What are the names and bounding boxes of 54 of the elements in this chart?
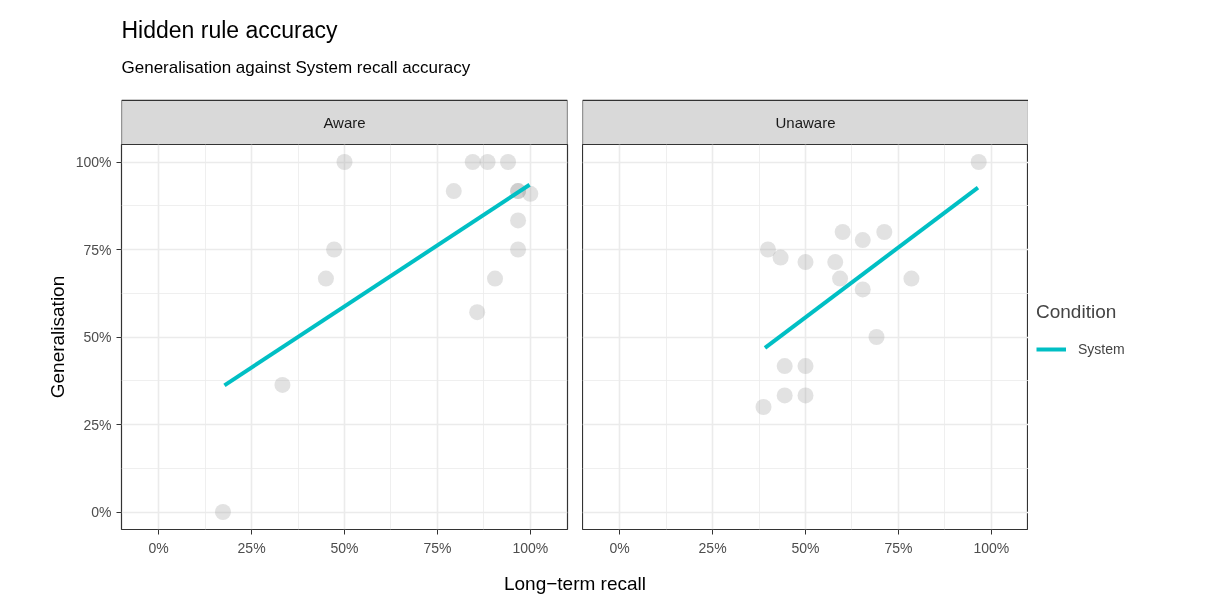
x-tick-label: 25%: [237, 539, 266, 556]
point: [759, 241, 776, 258]
legend-title: Condition: [1036, 300, 1118, 323]
chart-title: Hidden rule accuracy: [121, 16, 339, 43]
x-tick-label: 100%: [512, 539, 549, 556]
point: [797, 254, 814, 271]
x-tick-label: 50%: [330, 539, 359, 556]
point: [772, 249, 789, 266]
y-tick-label: 100%: [75, 154, 112, 170]
point: [827, 254, 844, 271]
point: [797, 358, 814, 375]
point: [510, 212, 527, 229]
x-tick-label: 0%: [609, 539, 630, 556]
point: [326, 241, 343, 258]
point: [903, 270, 920, 287]
x-tick-label: 0%: [148, 539, 169, 556]
point: [776, 387, 793, 404]
x-axis-title: Long−term recall: [503, 573, 647, 594]
point: [755, 399, 772, 415]
point: [868, 329, 885, 345]
point: [214, 504, 231, 520]
point: [336, 154, 353, 170]
point: [797, 387, 814, 404]
x-tick-label: 50%: [791, 539, 820, 556]
point: [876, 224, 893, 240]
point: [274, 376, 291, 393]
point: [479, 154, 496, 170]
point: [469, 304, 486, 321]
x-tick-label: 75%: [884, 539, 913, 556]
point: [854, 281, 871, 298]
y-tick-label: 50%: [83, 329, 112, 345]
x-tick-label: 25%: [698, 539, 727, 556]
text: Aware: [323, 113, 366, 131]
point: [834, 224, 851, 240]
point: [464, 154, 481, 170]
point: [854, 232, 871, 249]
point: [445, 183, 462, 200]
legend-label: System: [1078, 340, 1125, 357]
point: [970, 154, 987, 170]
point: [317, 270, 334, 287]
text: Unaware: [775, 113, 836, 131]
y-tick-label: 75%: [83, 241, 112, 258]
point: [510, 241, 527, 258]
y-tick-label: 0%: [91, 504, 112, 520]
point: [832, 270, 849, 287]
y-axis-title: Generalisation: [46, 275, 68, 399]
point: [522, 185, 539, 202]
x-tick-label: 75%: [423, 539, 452, 556]
y-tick-label: 25%: [83, 416, 112, 433]
point: [776, 358, 793, 375]
chart-subtitle: Generalisation against System recall accuracy: [121, 57, 471, 77]
point: [500, 154, 517, 170]
point: [487, 270, 504, 287]
x-tick-label: 100%: [973, 539, 1010, 556]
